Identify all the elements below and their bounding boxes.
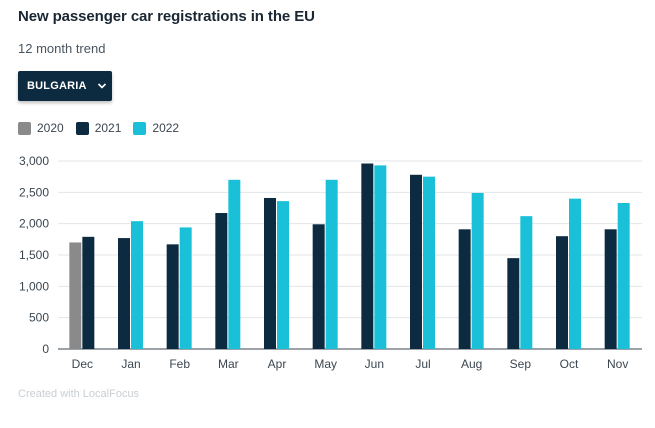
x-tick-label-apr: Apr	[268, 357, 287, 371]
x-tick-label-jan: Jan	[121, 357, 140, 371]
bar-dec-2020[interactable]	[69, 242, 82, 349]
bar-feb-2021[interactable]	[166, 244, 179, 349]
x-tick-label-oct: Oct	[560, 357, 579, 371]
bar-apr-2021[interactable]	[264, 197, 276, 349]
y-tick-label: 2,500	[19, 185, 49, 199]
y-tick-label: 3,000	[19, 154, 49, 168]
y-tick-label: 0	[42, 342, 49, 356]
x-tick-label-nov: Nov	[607, 357, 628, 371]
chart-subtitle: 12 month trend	[18, 41, 106, 56]
bar-jun-2021[interactable]	[361, 163, 374, 349]
bar-sep-2022[interactable]	[520, 216, 533, 349]
legend-label-2021: 2021	[94, 121, 122, 135]
chart-legend: 2020 2021 2022	[18, 121, 191, 135]
bar-jan-2022[interactable]	[131, 221, 143, 349]
y-tick-label: 500	[29, 311, 49, 325]
legend-swatch-2020	[18, 121, 31, 135]
x-tick-label-aug: Aug	[461, 357, 482, 371]
country-dropdown-label: BULGARIA	[27, 80, 87, 92]
bar-feb-2022[interactable]	[179, 227, 192, 349]
bar-may-2022[interactable]	[325, 179, 338, 349]
x-tick-label-mar: Mar	[218, 357, 239, 371]
legend-item-2022[interactable]: 2022	[133, 121, 179, 135]
bar-dec-2021[interactable]	[82, 236, 95, 349]
bar-jul-2022[interactable]	[423, 176, 435, 349]
legend-swatch-2022	[133, 121, 147, 135]
legend-item-2021[interactable]: 2021	[75, 121, 122, 135]
gridlines	[58, 160, 642, 350]
x-tick-label-dec: Dec	[72, 357, 93, 371]
bar-nov-2021[interactable]	[604, 229, 617, 349]
country-dropdown[interactable]: BULGARIA	[18, 71, 112, 101]
credit-text: Created with LocalFocus	[18, 388, 140, 400]
legend-label-2022: 2022	[152, 121, 180, 135]
chevron-down-icon	[97, 83, 106, 89]
legend-swatch-2021	[75, 121, 89, 135]
y-axis: 0 500 1,000 1,500 2,000 2,500 3,000	[19, 154, 49, 356]
y-tick-label: 1,500	[19, 248, 49, 262]
x-tick-label-feb: Feb	[169, 357, 190, 371]
bar-nov-2022[interactable]	[617, 202, 630, 349]
bar-mar-2022[interactable]	[228, 179, 241, 349]
bar-aug-2022[interactable]	[471, 192, 484, 349]
bars	[69, 163, 630, 349]
bar-oct-2021[interactable]	[556, 236, 568, 349]
bar-sep-2021[interactable]	[507, 258, 520, 349]
legend-label-2020: 2020	[37, 121, 64, 135]
x-tick-label-sep: Sep	[510, 357, 532, 371]
bar-jun-2022[interactable]	[374, 165, 387, 349]
bar-mar-2021[interactable]	[215, 213, 228, 349]
legend-item-2020[interactable]: 2020	[18, 121, 64, 135]
bar-aug-2021[interactable]	[458, 229, 471, 349]
x-axis: Dec Jan Feb Mar Apr May Jun Jul Aug Sep Oct Nov	[72, 357, 629, 371]
chart-title: New passenger car registrations in the E…	[18, 8, 315, 25]
x-tick-label-jun: Jun	[365, 357, 384, 371]
bar-apr-2022[interactable]	[277, 201, 289, 349]
bar-oct-2022[interactable]	[569, 198, 581, 349]
x-tick-label-jul: Jul	[415, 357, 430, 371]
bar-jul-2021[interactable]	[410, 174, 422, 349]
bar-may-2021[interactable]	[312, 224, 325, 349]
x-tick-label-may: May	[314, 357, 337, 371]
y-tick-label: 1,000	[19, 279, 49, 293]
y-tick-label: 2,000	[19, 217, 49, 231]
bar-jan-2021[interactable]	[118, 238, 130, 349]
